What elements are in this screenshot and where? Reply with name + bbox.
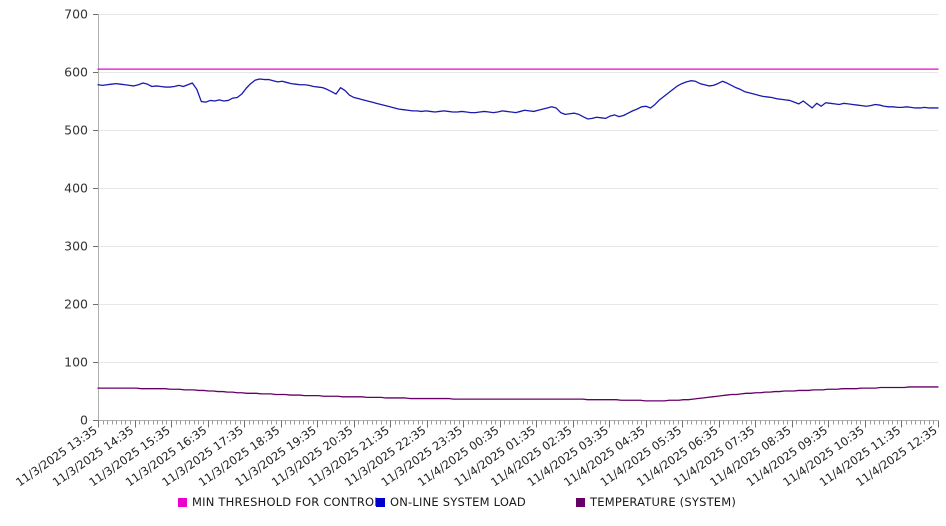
legend-label[interactable]: TEMPERATURE (SYSTEM): [589, 495, 736, 509]
legend-swatch[interactable]: [376, 498, 385, 507]
legend-swatch[interactable]: [178, 498, 187, 507]
series-line: [97, 386, 939, 402]
y-axis: [93, 14, 99, 421]
y-axis-tick-label: 200: [64, 297, 88, 312]
legend-label[interactable]: MIN THRESHOLD FOR CONTROL: [192, 495, 381, 509]
y-axis-tick-label: 700: [64, 7, 88, 22]
y-axis-tick-label: 600: [64, 65, 88, 80]
x-axis: [98, 420, 939, 428]
series-lines: [97, 68, 939, 402]
legend-label[interactable]: ON-LINE SYSTEM LOAD: [390, 495, 526, 509]
series-line: [97, 78, 939, 120]
y-axis-tick-label: 500: [64, 123, 88, 138]
y-axis-tick-label: 100: [64, 355, 88, 370]
y-axis-tick-label: 300: [64, 239, 88, 254]
legend-swatch[interactable]: [576, 498, 585, 507]
grid-lines: [98, 14, 938, 421]
y-axis-tick-label: 400: [64, 181, 88, 196]
y-axis-tick-labels: 0 100 200 300 400 500 600 700: [64, 7, 88, 428]
chart-legend: MIN THRESHOLD FOR CONTROL ON-LINE SYSTEM …: [178, 495, 736, 509]
y-axis-tick-label: 0: [80, 413, 88, 428]
